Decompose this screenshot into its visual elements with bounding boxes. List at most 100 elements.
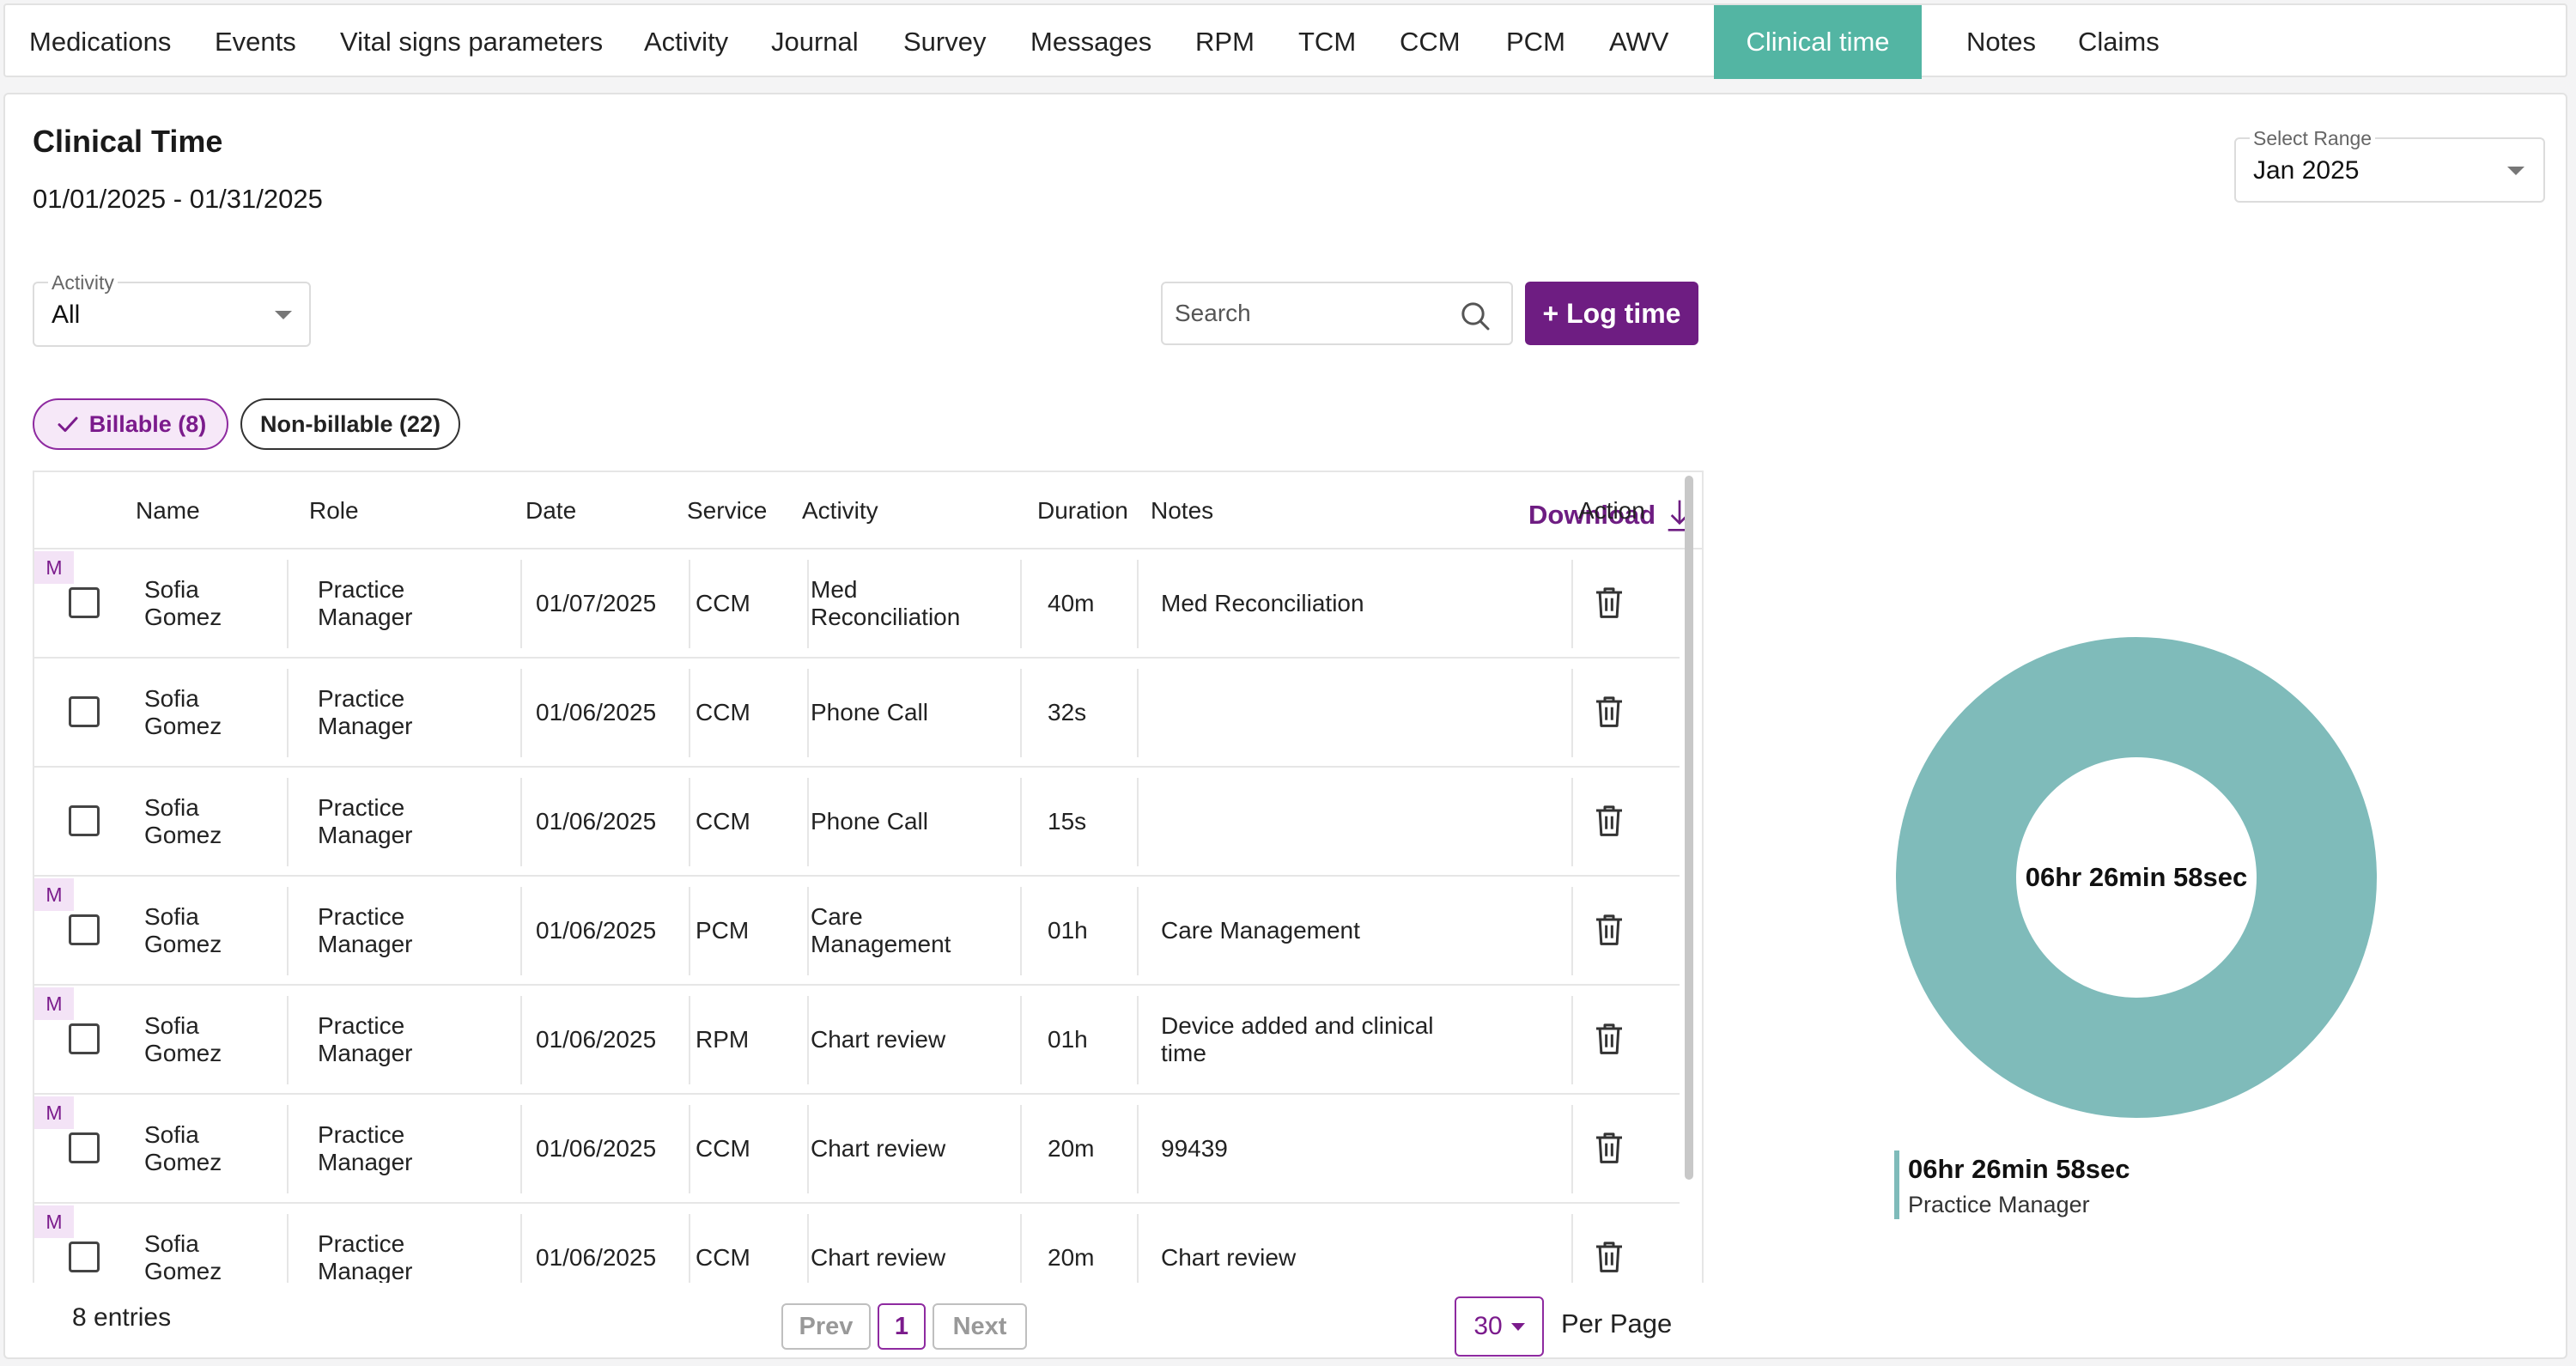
table-row: M Sofia Gomez Practice Manager 01/06/2025 CC…	[34, 1204, 1680, 1283]
cell-duration: 40m	[1048, 589, 1095, 616]
cell-duration: 20m	[1048, 1134, 1095, 1162]
billable-filter-label: Billable (8)	[88, 410, 207, 437]
tab-vital-signs-parameters[interactable]: Vital signs parameters	[340, 27, 604, 57]
cell-activity: Med Reconciliation	[811, 575, 961, 630]
chevron-down-icon	[1510, 1322, 1525, 1331]
activity-filter-dropdown[interactable]: Activity All	[33, 271, 311, 347]
per-page-select[interactable]: 30	[1455, 1296, 1544, 1357]
non-billable-filter-pill[interactable]: Non-billable (22)	[240, 398, 460, 450]
non-billable-filter-label: Non-billable (22)	[259, 410, 440, 437]
column-divider	[287, 560, 289, 648]
column-header-date: Date	[526, 497, 577, 524]
select-range-value: Jan 2025	[2253, 156, 2360, 185]
cell-role: Practice Manager	[318, 902, 413, 957]
column-divider	[520, 669, 522, 757]
entries-count: 8 entries	[72, 1303, 172, 1332]
column-header-notes: Notes	[1151, 497, 1214, 524]
tab-notes[interactable]: Notes	[1966, 27, 2036, 57]
search-icon[interactable]	[1458, 299, 1492, 333]
cell-duration: 01h	[1048, 916, 1088, 944]
cell-activity: Chart review	[811, 1243, 946, 1271]
tab-events[interactable]: Events	[215, 27, 296, 57]
table-row: M Sofia Gomez Practice Manager 01/07/2025 CC…	[34, 549, 1680, 659]
column-divider	[1020, 1214, 1022, 1283]
search-input[interactable]	[1175, 292, 1449, 335]
column-divider	[520, 1214, 522, 1283]
next-page-button[interactable]: Next	[933, 1303, 1027, 1350]
table-scrollbar[interactable]	[1685, 476, 1693, 1180]
top-nav: Medications Events Vital signs parameter…	[3, 3, 2567, 79]
trash-icon[interactable]	[1592, 911, 1626, 949]
tab-claims[interactable]: Claims	[2078, 27, 2160, 57]
clinical-time-donut-chart: 06hr 26min 58sec	[1896, 637, 2377, 1118]
trash-icon[interactable]	[1592, 1238, 1626, 1276]
cell-name: Sofia Gomez	[144, 1011, 222, 1066]
column-divider	[689, 669, 690, 757]
donut-slice-0[interactable]	[1896, 637, 2377, 1118]
cell-duration: 01h	[1048, 1025, 1088, 1053]
column-divider	[1137, 887, 1139, 975]
row-checkbox[interactable]	[69, 587, 100, 618]
page-1-button[interactable]: 1	[878, 1303, 926, 1350]
tab-awv[interactable]: AWV	[1609, 27, 1669, 57]
trash-icon[interactable]	[1592, 1129, 1626, 1167]
column-header-role: Role	[309, 497, 359, 524]
tab-rpm[interactable]: RPM	[1195, 27, 1255, 57]
prev-page-button[interactable]: Prev	[781, 1303, 871, 1350]
legend-label: Practice Manager	[1908, 1192, 2090, 1217]
cell-activity: Chart review	[811, 1025, 946, 1053]
tab-activity[interactable]: Activity	[644, 27, 729, 57]
tab-survey[interactable]: Survey	[903, 27, 987, 57]
download-button[interactable]: Download	[1528, 498, 1693, 532]
table-row: M Sofia Gomez Practice Manager 01/06/2025 PC…	[34, 877, 1680, 986]
cell-service: CCM	[696, 589, 750, 616]
cell-service: CCM	[696, 1134, 750, 1162]
column-header-activity: Activity	[802, 497, 878, 524]
select-range-dropdown[interactable]: Select Range Jan 2025	[2234, 127, 2545, 203]
activity-filter-label: Activity	[48, 271, 118, 294]
row-checkbox[interactable]	[69, 1242, 100, 1272]
checkmark-icon	[58, 416, 78, 432]
column-divider	[1137, 778, 1139, 866]
column-divider	[1137, 669, 1139, 757]
column-divider	[807, 887, 809, 975]
column-divider	[1020, 560, 1022, 648]
log-time-label: + Log time	[1542, 297, 1681, 329]
legend-value: 06hr 26min 58sec	[1908, 1154, 2130, 1184]
tab-messages[interactable]: Messages	[1030, 27, 1152, 57]
column-divider	[689, 560, 690, 648]
legend-color-swatch	[1894, 1150, 1899, 1219]
m-badge: M	[34, 1205, 74, 1238]
cell-date: 01/06/2025	[536, 807, 657, 835]
row-checkbox[interactable]	[69, 805, 100, 836]
column-divider	[1020, 778, 1022, 866]
column-header-service: Service	[687, 497, 768, 524]
cell-name: Sofia Gomez	[144, 575, 222, 630]
tab-medications[interactable]: Medications	[29, 27, 172, 57]
log-time-button[interactable]: + Log time	[1525, 282, 1698, 345]
column-divider	[807, 778, 809, 866]
column-divider	[1020, 887, 1022, 975]
trash-icon[interactable]	[1592, 1020, 1626, 1058]
tab-journal[interactable]: Journal	[771, 27, 859, 57]
cell-date: 01/07/2025	[536, 589, 657, 616]
trash-icon[interactable]	[1592, 802, 1626, 840]
cell-activity: Phone Call	[811, 807, 928, 835]
tab-clinical-time[interactable]: Clinical time	[1714, 5, 1922, 79]
column-divider	[807, 669, 809, 757]
cell-notes	[1161, 768, 1461, 875]
billable-filter-pill[interactable]: Billable (8)	[33, 398, 228, 450]
tab-ccm[interactable]: CCM	[1400, 27, 1461, 57]
row-checkbox[interactable]	[69, 1023, 100, 1054]
row-checkbox[interactable]	[69, 914, 100, 945]
row-checkbox[interactable]	[69, 696, 100, 727]
tab-pcm[interactable]: PCM	[1506, 27, 1565, 57]
column-divider	[807, 560, 809, 648]
row-checkbox[interactable]	[69, 1132, 100, 1163]
column-divider	[1137, 996, 1139, 1084]
trash-icon[interactable]	[1592, 693, 1626, 731]
column-divider	[1571, 778, 1573, 866]
tab-tcm[interactable]: TCM	[1298, 27, 1357, 57]
column-divider	[1571, 887, 1573, 975]
trash-icon[interactable]	[1592, 584, 1626, 622]
